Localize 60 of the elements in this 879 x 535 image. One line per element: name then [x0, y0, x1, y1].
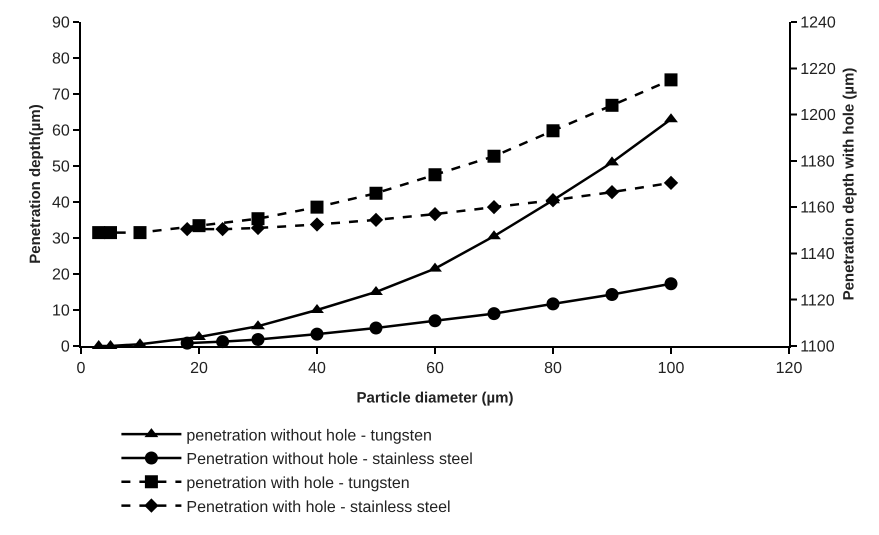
- point: [370, 186, 382, 200]
- x-tick-label: 40: [308, 360, 326, 378]
- y-tick-label: 40: [52, 194, 70, 212]
- y-tick-label: 0: [60, 338, 70, 356]
- point: [104, 226, 117, 240]
- x-tick-label: 60: [426, 360, 444, 378]
- point: [664, 176, 678, 190]
- x-axis-title: Particle diameter (µm): [356, 390, 514, 407]
- y2-tick-label: 1120: [800, 292, 835, 310]
- x-tick-label: 120: [776, 360, 802, 378]
- y2-axis-title: Penetration depth with hole (µm): [840, 68, 858, 300]
- legend-label: Penetration with hole - stainless steel: [186, 498, 451, 516]
- point: [252, 333, 264, 346]
- y2-tick-label: 1140: [800, 246, 835, 264]
- y2-tick-label: 1160: [800, 200, 835, 217]
- x-tick-label: 100: [658, 360, 684, 378]
- point: [180, 222, 194, 236]
- y2-tick-label: 1100: [800, 338, 835, 356]
- point: [604, 184, 620, 200]
- y2-tick-label: 1180: [800, 153, 835, 170]
- point: [546, 124, 560, 138]
- y-tick-label: 80: [52, 50, 70, 68]
- y-tick-label: 50: [52, 158, 70, 176]
- legend-label: penetration without hole - tungsten: [186, 427, 432, 444]
- point: [215, 222, 230, 236]
- y-tick-label: 90: [52, 14, 70, 32]
- point: [428, 206, 442, 222]
- point: [546, 193, 560, 208]
- point: [664, 73, 678, 86]
- y2-tick-label: 1240: [800, 14, 836, 32]
- point: [486, 200, 502, 214]
- point: [310, 217, 324, 232]
- point: [92, 226, 106, 240]
- point: [606, 98, 618, 112]
- y-axis-title: Penetration depth(µm): [26, 104, 44, 264]
- x-tick-label: 0: [76, 360, 86, 378]
- point: [370, 322, 382, 334]
- point: [664, 277, 678, 290]
- x-tick-label: 20: [190, 360, 208, 378]
- y-tick-label: 10: [52, 302, 70, 320]
- y2-tick-label: 1200: [800, 107, 836, 124]
- point: [428, 168, 442, 182]
- point: [310, 328, 324, 341]
- y-tick-label: 30: [52, 230, 70, 248]
- point: [192, 219, 206, 232]
- point: [546, 297, 560, 310]
- point: [310, 200, 324, 214]
- point: [488, 307, 500, 320]
- point: [368, 212, 384, 228]
- point: [134, 226, 146, 240]
- legend-label: penetration with hole - tungsten: [186, 475, 410, 492]
- y-tick-label: 70: [52, 86, 70, 104]
- point: [428, 314, 442, 328]
- y-tick-label: 20: [52, 266, 70, 284]
- point: [606, 288, 618, 302]
- y-tick-label: 60: [52, 122, 70, 140]
- legend-label: Penetration without hole - stainless steel: [186, 451, 473, 468]
- point: [488, 150, 500, 163]
- y2-tick-label: 1220: [800, 60, 836, 78]
- x-tick-label: 80: [544, 360, 562, 378]
